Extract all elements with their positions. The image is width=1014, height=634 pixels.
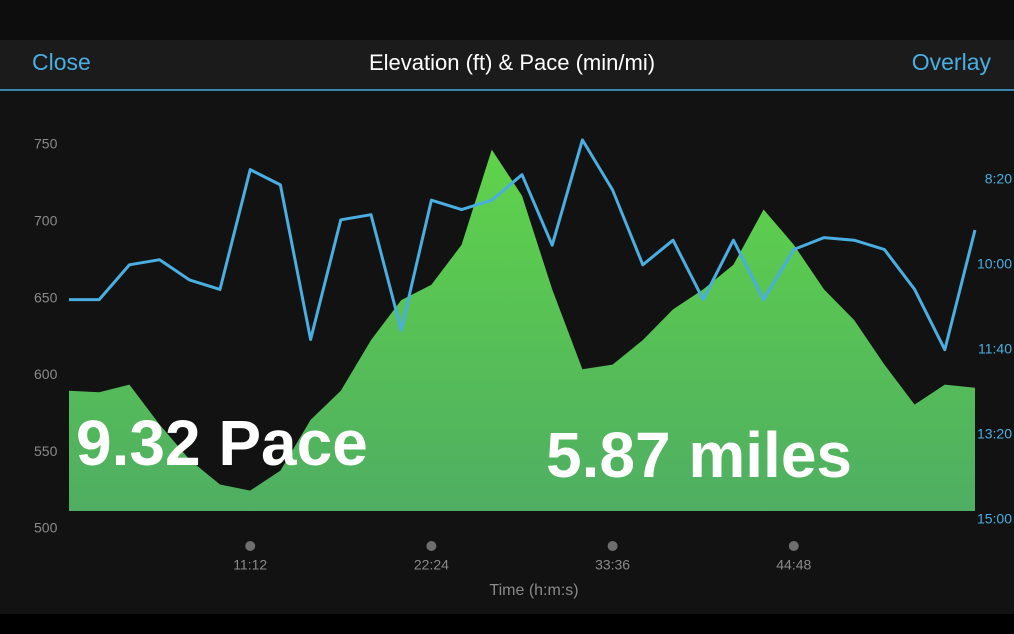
close-button[interactable]: Close — [32, 49, 91, 75]
x-tick-dot — [607, 541, 618, 551]
y2-tick-label: 8:20 — [985, 171, 1012, 187]
x-tick-dot — [245, 541, 256, 551]
x-tick-dot — [426, 541, 437, 551]
x-tick-label: 22:24 — [414, 557, 449, 573]
x-tick-label: 44:48 — [776, 557, 811, 573]
overlay-button[interactable]: Overlay — [912, 49, 992, 75]
y-tick-label: 650 — [34, 289, 58, 305]
status-bar — [0, 0, 1014, 40]
x-tick-label: 33:36 — [595, 557, 630, 573]
y2-tick-label: 13:20 — [977, 425, 1012, 441]
pace-overlay: 9.32 Pace — [76, 407, 368, 479]
y2-tick-label: 15:00 — [977, 510, 1012, 526]
y-tick-label: 600 — [34, 366, 58, 382]
y-tick-label: 500 — [34, 520, 58, 536]
y2-tick-label: 10:00 — [977, 255, 1012, 271]
distance-overlay: 5.87 miles — [546, 419, 852, 491]
pace-line — [69, 138, 977, 352]
y-tick-label: 700 — [34, 213, 58, 229]
x-tick-dot — [788, 541, 799, 551]
elevation-area — [69, 149, 975, 511]
y-tick-label: 550 — [34, 443, 58, 459]
nav-bar — [0, 40, 1014, 90]
x-tick-label: 11:12 — [233, 557, 267, 573]
y2-tick-label: 11:40 — [978, 340, 1012, 356]
x-axis-label: Time (h:m:s) — [489, 582, 578, 599]
y-tick-label: 750 — [34, 136, 58, 152]
nav-title: Elevation (ft) & Pace (min/mi) — [369, 50, 655, 75]
